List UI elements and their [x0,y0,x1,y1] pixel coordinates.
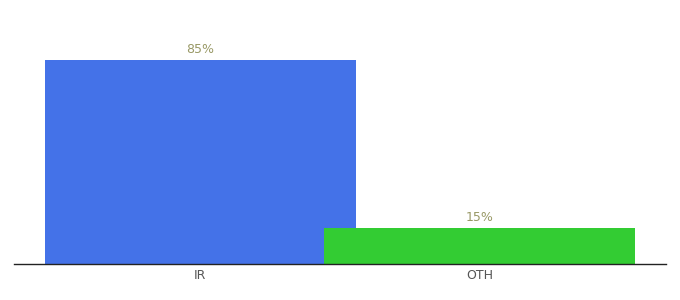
Text: 15%: 15% [466,212,494,224]
Bar [324,228,635,264]
Bar [45,60,356,264]
Text: 85%: 85% [186,44,214,56]
